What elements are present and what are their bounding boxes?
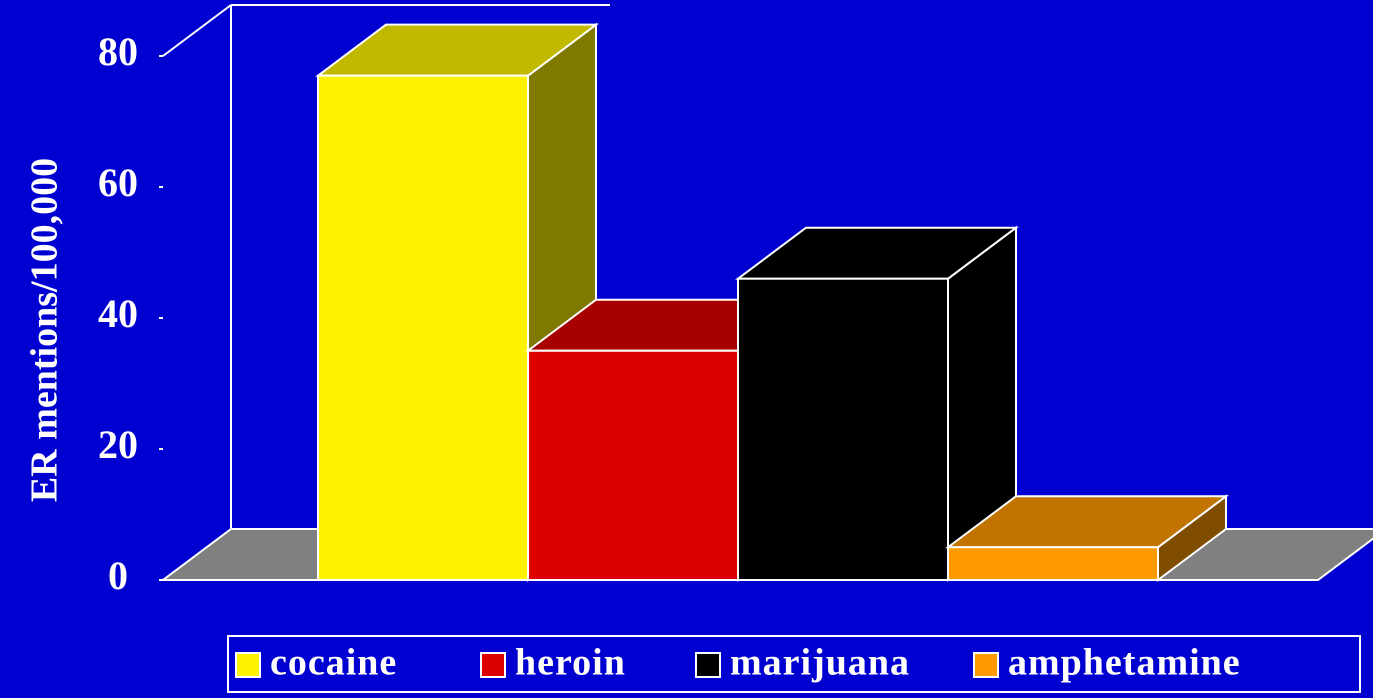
y-tick-label: 20 [98,422,138,467]
legend-label: marijuana [730,642,910,684]
bar [317,74,529,582]
bar [947,546,1159,581]
y-tick-label: 40 [98,291,138,336]
legend-label: cocaine [270,642,397,684]
legend-label: heroin [515,642,626,684]
y-tick-label: 0 [108,553,128,598]
legend-swatch [973,652,999,678]
side-wall-top [162,4,232,57]
legend-swatch [480,652,506,678]
legend-swatch [235,652,261,678]
legend-swatch [695,652,721,678]
bar [527,349,739,581]
legend-box [227,635,1361,693]
bar [737,277,949,581]
y-tick-label: 80 [98,29,138,74]
y-tick-label: 60 [98,160,138,205]
legend-label: amphetamine [1008,642,1241,684]
y-axis-title: ER mentions/100,000 [24,158,66,502]
